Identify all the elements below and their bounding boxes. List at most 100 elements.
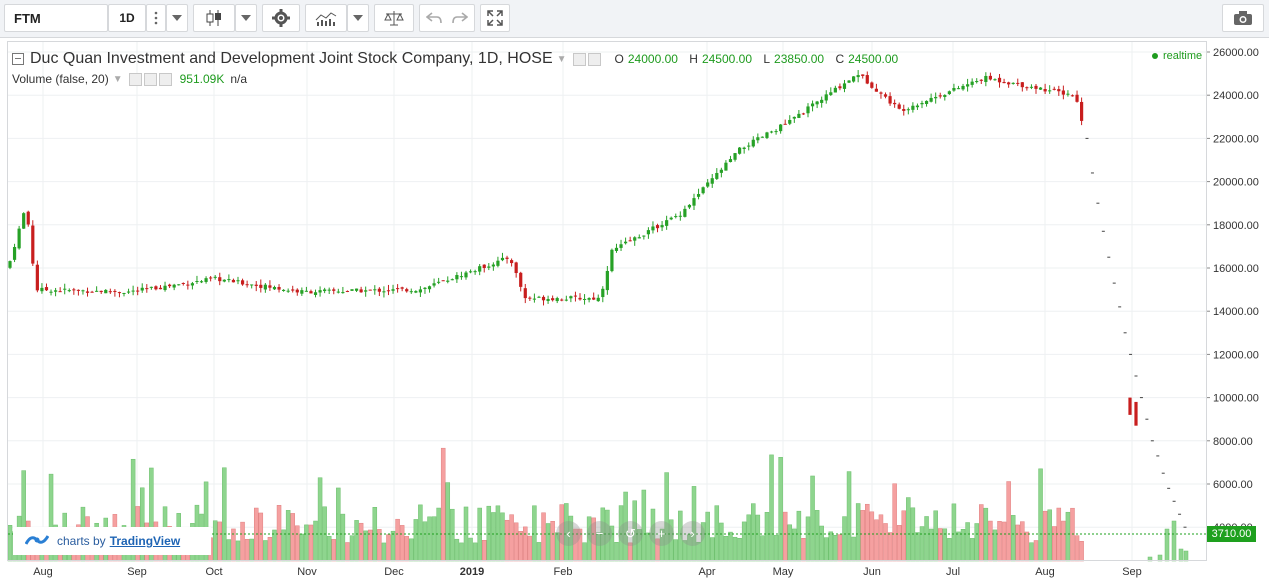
zoom-out-icon[interactable]: − [587,521,612,546]
settings-icon[interactable] [587,52,601,66]
candle-body [332,289,336,291]
candle-body [537,296,541,298]
candle-body [842,83,847,89]
volume-bar [896,525,902,562]
candle-body [99,290,103,293]
volume-bar [226,539,232,562]
candle-body [487,266,491,268]
volume-bar [723,535,729,562]
chevron-down-icon[interactable] [235,4,257,32]
volume-bar [801,538,806,562]
chevron-down-icon[interactable]: ▼ [556,53,567,65]
volume-bar [828,531,834,562]
visibility-icon[interactable] [572,52,586,66]
symbol-search-input[interactable]: FTM [4,4,108,32]
candle-body [975,80,979,83]
more-icon[interactable] [146,4,166,32]
close-icon[interactable] [158,72,172,86]
candle-body [651,226,655,231]
volume-bar [1047,509,1052,562]
compare-icon[interactable] [374,4,414,32]
candle-body [350,289,354,291]
chevron-left-icon[interactable]: ‹ [556,521,581,546]
gear-icon[interactable] [262,4,300,32]
volume-bar [399,525,405,562]
zoom-in-icon[interactable]: + [649,521,674,546]
high-value: 24500.00 [701,52,753,66]
branding-link[interactable]: TradingView [109,534,181,548]
volume-bar [741,521,747,562]
candle-body [856,75,860,78]
candle-body [473,271,477,273]
candle-body [341,292,345,294]
candle-body [624,241,628,244]
volume-bar [212,520,218,562]
candle-body [177,284,181,286]
volume-bar [823,537,829,562]
fullscreen-icon[interactable] [480,4,510,32]
volume-bar [668,519,674,562]
tradingview-branding[interactable]: charts by TradingView [13,527,211,555]
reset-icon[interactable]: ↺ [618,521,643,546]
volume-bar [509,514,514,562]
candle-body [510,260,514,264]
collapse-icon[interactable] [12,53,24,65]
volume-bar [678,510,683,562]
visibility-icon[interactable] [128,72,142,86]
candle-body [8,261,12,268]
volume-bar [960,529,966,562]
x-tick-label: Feb [554,566,573,578]
volume-bar [1074,535,1080,562]
candle-body [820,99,824,103]
volume-bar [696,541,701,562]
candle-body [519,272,523,287]
candle-body [368,289,372,291]
candle-body [1048,90,1052,92]
volume-bar [992,529,998,562]
camera-icon[interactable] [1222,4,1264,32]
candlestick-icon[interactable] [193,4,235,32]
chart-navigation: ‹ − ↺ + › [556,521,705,546]
volume-bar [805,516,811,562]
candle-body [838,86,842,89]
chevron-down-icon[interactable]: ▼ [112,73,123,85]
volume-bar [422,521,428,562]
candle-body [396,288,400,290]
volume-bar [732,536,738,562]
candle-body [190,283,194,286]
candle-body [829,92,833,95]
volume-bar [787,524,793,562]
candle-body [313,292,318,295]
volume-bar [979,504,984,562]
volume-bar [874,519,879,562]
volume-bar [714,505,720,562]
volume-bar [527,535,533,562]
candle-body [1020,82,1024,88]
candle-body [637,237,641,239]
candle-body [81,290,85,292]
chevron-down-icon[interactable] [166,4,188,32]
candle-body [1134,401,1138,426]
chevron-right-icon[interactable]: › [680,521,705,546]
y-tick-label: 12000.00 [1213,349,1259,361]
indicators-icon[interactable] [305,4,347,32]
interval-button[interactable]: 1D [108,4,146,32]
candle-body [810,103,815,107]
candle-body [952,88,956,91]
redo-icon[interactable] [452,12,468,24]
candle-body [596,297,600,302]
volume-bar [641,489,647,562]
candle-body [158,287,163,290]
chevron-down-icon[interactable] [347,4,369,32]
volume-bar [468,537,473,562]
undo-icon[interactable] [426,12,442,24]
candle-body [213,276,217,278]
volume-bar [627,542,633,562]
candle-body [897,104,901,109]
candle-body [446,280,450,282]
volume-bar [550,521,555,562]
volume-bar [331,539,337,562]
candle-body [924,100,929,104]
settings-icon[interactable] [143,72,157,86]
volume-bar [431,516,437,562]
